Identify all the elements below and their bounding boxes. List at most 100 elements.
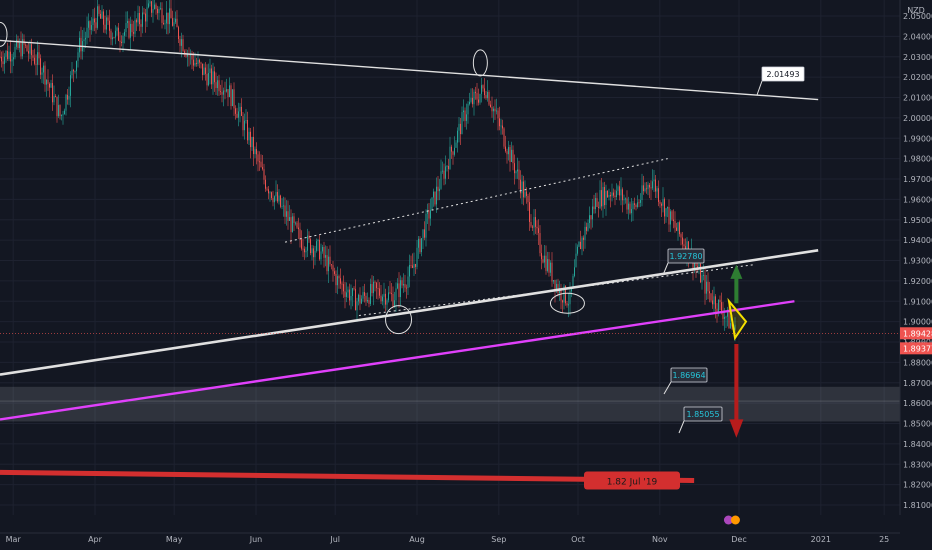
support-line-white[interactable] xyxy=(0,249,819,376)
candle-body xyxy=(122,35,124,44)
y-tick-label: 1.96000 xyxy=(903,195,932,204)
candle-body xyxy=(100,13,101,19)
candle-body xyxy=(148,3,149,8)
candle-body xyxy=(58,105,59,117)
y-tick-label: 1.94000 xyxy=(903,236,932,245)
candle-body xyxy=(359,294,361,304)
candle-body xyxy=(611,192,613,197)
candle-body xyxy=(128,21,130,38)
candle-body xyxy=(308,235,310,240)
candle-body xyxy=(670,211,671,225)
candle-body xyxy=(632,203,634,210)
event-icon xyxy=(730,515,740,525)
candle-body xyxy=(94,18,95,23)
candle-body xyxy=(421,238,422,253)
candle-body xyxy=(577,246,578,254)
candle-body xyxy=(277,192,278,202)
candle-body xyxy=(185,53,187,57)
y-tick-label: 2.01000 xyxy=(903,94,932,103)
candle-body xyxy=(526,191,527,196)
historic-level-line[interactable] xyxy=(0,469,695,484)
candle-body xyxy=(170,8,172,19)
candle-body xyxy=(386,300,388,305)
candle-body xyxy=(584,226,586,240)
candle-body xyxy=(613,192,614,196)
candle-body xyxy=(665,208,667,217)
candle-body xyxy=(289,217,290,221)
candle-body xyxy=(316,241,317,251)
candle-body xyxy=(527,195,529,203)
candle-body xyxy=(506,151,508,155)
candle-body xyxy=(473,91,475,105)
candle-body xyxy=(101,11,103,19)
candle-body xyxy=(608,195,610,198)
candle-body xyxy=(451,146,452,152)
candle-body xyxy=(439,188,440,192)
candle-body xyxy=(397,283,398,289)
y-tick-label: 1.84000 xyxy=(903,440,932,449)
candle-body xyxy=(5,50,7,57)
candle-body xyxy=(218,80,220,92)
candle-body xyxy=(355,289,356,311)
candle-body xyxy=(292,216,293,233)
support-line-magenta[interactable] xyxy=(0,300,795,421)
candle-body xyxy=(446,166,448,167)
channel-lower-dotted[interactable] xyxy=(358,264,755,317)
candle-body xyxy=(305,250,307,253)
candle-body xyxy=(172,18,173,26)
grid xyxy=(0,0,900,515)
callout-1-92780-box xyxy=(667,248,705,264)
y-tick-label: 1.81000 xyxy=(903,501,932,510)
candle-body xyxy=(142,12,143,27)
candle-body xyxy=(550,262,551,273)
candle-body xyxy=(16,39,17,47)
candle-body xyxy=(202,63,203,75)
candle-body xyxy=(89,21,91,30)
candle-body xyxy=(638,202,640,204)
candle-body xyxy=(628,203,629,210)
candle-body xyxy=(310,239,311,254)
candle-body xyxy=(314,250,316,258)
target-up-arrow-head xyxy=(730,264,743,279)
candle-body xyxy=(568,304,569,306)
candle-body xyxy=(481,85,482,94)
trend-lines[interactable] xyxy=(0,39,900,484)
candle-body xyxy=(434,191,436,205)
y-tick-label: 1.95000 xyxy=(903,216,932,225)
candle-body xyxy=(448,166,449,170)
candle-body xyxy=(512,149,514,164)
x-tick-label: Dec xyxy=(731,535,746,544)
candle-body xyxy=(383,293,385,297)
candle-body xyxy=(328,256,329,272)
candle-body xyxy=(97,6,98,28)
candle-body xyxy=(482,85,484,89)
candle-body xyxy=(265,179,266,189)
candle-body xyxy=(106,17,107,30)
channel-upper-dotted[interactable] xyxy=(284,158,668,243)
y-tick-label: 1.82000 xyxy=(903,481,932,490)
candle-body xyxy=(341,283,343,285)
candle-body xyxy=(140,24,142,27)
candle-body xyxy=(641,185,643,201)
candle-body xyxy=(290,217,292,233)
candle-body xyxy=(340,278,341,284)
candle-body xyxy=(580,241,581,250)
candle-body xyxy=(313,248,314,258)
callout-1-86964-text: 1.86964 xyxy=(672,371,705,380)
resistance-line[interactable] xyxy=(0,39,819,101)
candle-body xyxy=(698,263,700,270)
candle-body xyxy=(616,190,617,198)
candle-body xyxy=(572,276,574,289)
candle-body xyxy=(718,299,719,313)
callouts: 2.01493 1.92780 1.86964 1.85055 1.82 Jul '19 xyxy=(584,66,805,490)
candle-body xyxy=(229,85,230,98)
candle-body xyxy=(364,292,365,296)
candle-body xyxy=(392,293,394,307)
candle-body xyxy=(376,282,377,289)
candle-body xyxy=(536,226,538,229)
candle-body xyxy=(118,27,119,41)
candle-body xyxy=(79,37,80,53)
x-tick-label: Jul xyxy=(329,535,340,544)
candle-body xyxy=(565,285,566,304)
